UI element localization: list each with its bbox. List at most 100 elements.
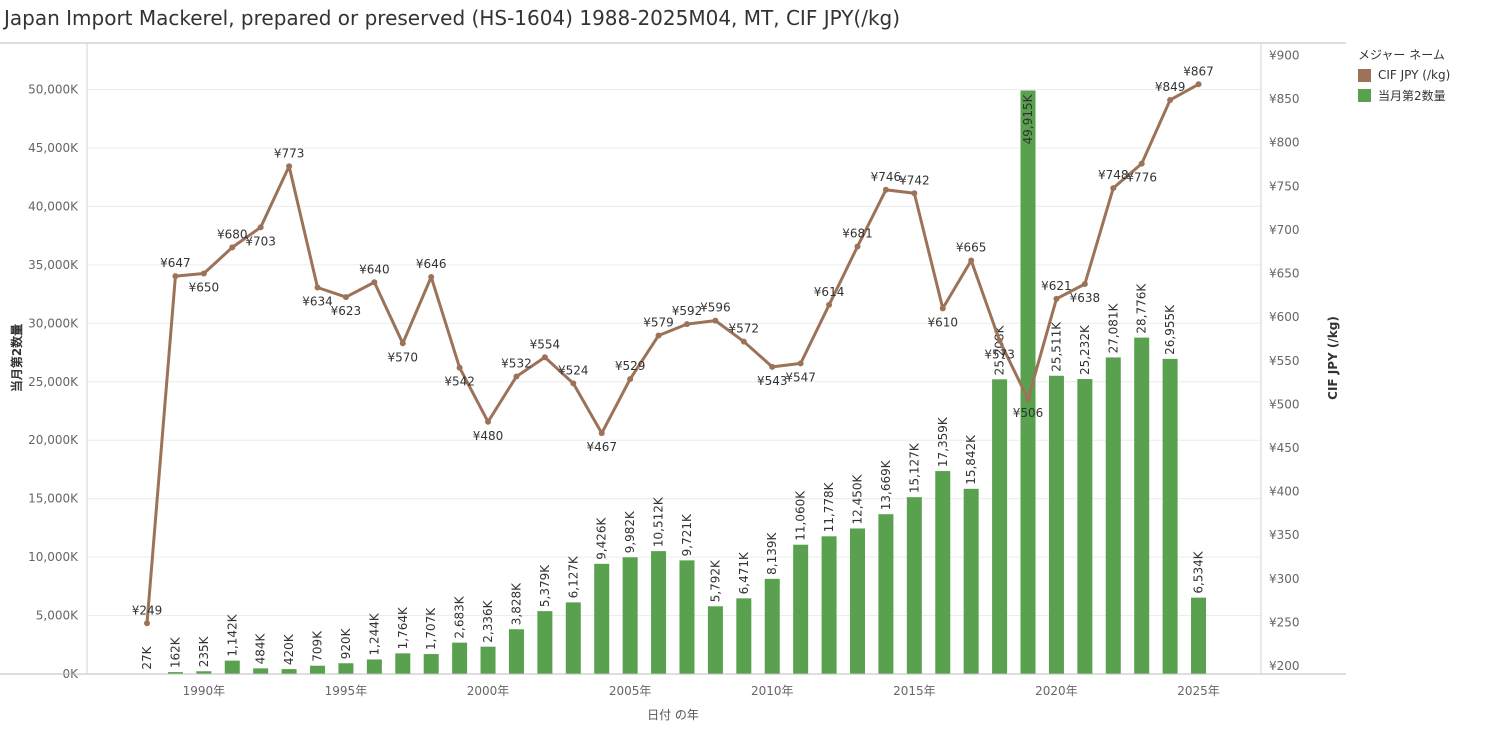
price-point [314, 284, 321, 291]
bar [963, 488, 979, 674]
y-right-tick-label: ¥600 [1269, 310, 1300, 324]
chart-title: Japan Import Mackerel, prepared or prese… [4, 6, 901, 30]
price-label: ¥614 [814, 285, 845, 299]
bar-label: 15,842K [964, 434, 978, 485]
price-label: ¥524 [558, 363, 589, 377]
price-point [968, 257, 975, 264]
price-point [144, 620, 150, 627]
bar [906, 497, 922, 674]
y-left-tick-label: 15,000K [28, 492, 79, 506]
price-label: ¥623 [331, 304, 362, 318]
bar-label: 235K [197, 635, 211, 667]
price-point [1138, 160, 1145, 167]
y-left-tick-label: 20,000K [28, 433, 79, 447]
y-left-tick-label: 5,000K [36, 609, 79, 623]
price-point [342, 294, 349, 301]
legend-item-quantity[interactable]: 当月第2数量 [1358, 87, 1450, 104]
y-left-axis-title: 当月第2数量 [9, 324, 24, 392]
price-point [428, 274, 435, 281]
bar-label: 17,359K [936, 416, 950, 467]
y-right-tick-label: ¥650 [1269, 267, 1300, 281]
price-label: ¥680 [217, 227, 248, 241]
bar-label: 6,471K [737, 551, 751, 594]
price-point [1110, 185, 1117, 192]
price-line [145, 82, 1200, 624]
price-label: ¥592 [672, 304, 703, 318]
bar [537, 611, 553, 674]
price-label: ¥506 [1013, 406, 1044, 420]
legend-item-price[interactable]: CIF JPY (/kg) [1358, 68, 1450, 82]
x-tick-label: 2010年 [751, 684, 794, 698]
price-point [769, 363, 776, 370]
bar [594, 563, 610, 674]
price-point [485, 418, 492, 425]
bar-label: 1,764K [396, 606, 410, 649]
y-right-tick-label: ¥450 [1269, 441, 1300, 455]
axes: 0K5,000K10,000K15,000K20,000K25,000K30,0… [0, 42, 1346, 722]
price-label: ¥610 [927, 315, 958, 329]
x-tick-label: 1990年 [183, 684, 226, 698]
price-label: ¥554 [530, 337, 561, 351]
bar-label: 49,915K [1021, 93, 1035, 144]
price-label: ¥467 [586, 440, 617, 454]
bar [793, 544, 809, 674]
price-label: ¥638 [1070, 291, 1101, 305]
price-point [882, 186, 889, 193]
price-point [1167, 96, 1174, 103]
legend-swatch-price [1358, 68, 1371, 82]
price-point [513, 373, 520, 380]
price-point [1053, 295, 1060, 302]
price-point [712, 317, 719, 324]
price-label: ¥773 [274, 146, 305, 160]
bar [622, 557, 638, 674]
bar-label: 484K [254, 632, 268, 664]
bar-label: 25,232K [1078, 324, 1092, 375]
bar [1191, 597, 1207, 674]
line-series [144, 81, 1202, 627]
bar-data-labels: 27K 162K 235K 1,142K 484K 420K 709K 920K 1,244K 1… [140, 93, 1206, 669]
bar-label: 25,511K [1049, 321, 1063, 372]
price-label: ¥681 [842, 226, 873, 240]
price-label: ¥249 [132, 603, 163, 617]
bar [423, 654, 439, 674]
price-point [541, 354, 548, 361]
price-point [627, 376, 634, 383]
price-label: ¥646 [416, 257, 447, 271]
price-label: ¥573 [984, 348, 1015, 362]
y-right-tick-label: ¥850 [1269, 92, 1300, 106]
price-label: ¥647 [160, 256, 191, 270]
bar-label: 162K [168, 636, 182, 668]
bar [679, 560, 695, 674]
x-tick-label: 1995年 [325, 684, 368, 698]
price-label: ¥480 [473, 429, 504, 443]
price-label: ¥596 [700, 301, 731, 315]
bar [821, 536, 837, 674]
price-label: ¥640 [359, 262, 390, 276]
price-point [939, 305, 946, 312]
y-right-tick-label: ¥550 [1269, 354, 1300, 368]
bar [338, 663, 354, 674]
price-label: ¥621 [1041, 279, 1072, 293]
legend-swatch-quantity [1358, 89, 1371, 102]
bar [281, 669, 297, 674]
bar-label: 13,669K [879, 459, 893, 510]
bar [480, 646, 496, 674]
y-right-tick-label: ¥500 [1269, 397, 1300, 411]
price-label: ¥748 [1098, 168, 1129, 182]
price-label: ¥849 [1155, 80, 1186, 94]
bar [452, 642, 468, 674]
bar-label: 1,244K [367, 612, 381, 655]
price-label: ¥650 [189, 281, 220, 295]
x-tick-label: 2000年 [467, 684, 510, 698]
bar [196, 671, 212, 674]
price-label: ¥746 [871, 170, 902, 184]
bar [253, 668, 269, 674]
y-left-tick-label: 35,000K [28, 258, 79, 272]
bar [878, 514, 894, 674]
bar [992, 379, 1008, 674]
line-data-labels: ¥249 ¥647 ¥650 ¥680¥703 ¥773 ¥634¥623 ¥640 ¥570… [132, 64, 1214, 617]
bar-label: 15,127K [907, 442, 921, 493]
price-point [286, 163, 293, 170]
price-label: ¥867 [1183, 64, 1214, 78]
bar [366, 659, 382, 674]
